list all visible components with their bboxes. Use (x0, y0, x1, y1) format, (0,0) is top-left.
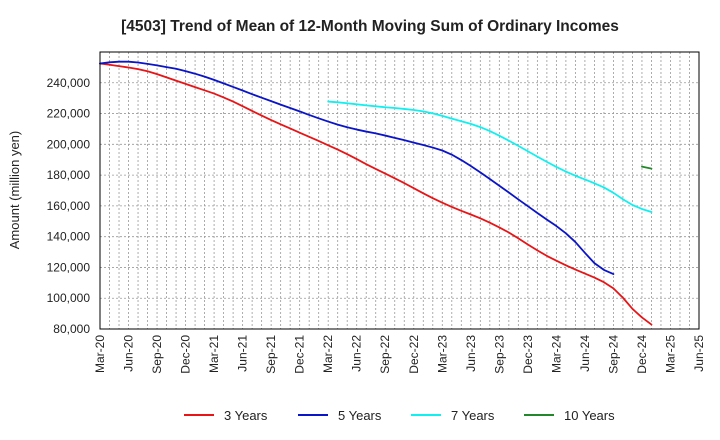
x-tick-label: Mar-22 (321, 335, 335, 373)
x-tick-label: Sep-23 (492, 335, 506, 374)
y-axis-title: Amount (million yen) (7, 131, 22, 250)
x-tick-label: Dec-22 (407, 335, 421, 374)
legend-label: 7 Years (451, 408, 495, 423)
x-tick-label: Dec-21 (293, 335, 307, 374)
y-tick-labels: 80,000 100,000 120,000 140,000 160,000 180,00… (47, 76, 91, 336)
y-tick-label: 140,000 (47, 230, 91, 244)
y-tick-label: 120,000 (47, 260, 91, 274)
x-tick-label: Dec-24 (635, 335, 649, 374)
x-tick-label: Jun-20 (122, 335, 136, 372)
x-tick-label: Mar-23 (435, 335, 449, 373)
x-tick-label: Mar-20 (93, 335, 107, 373)
x-tick-label: Jun-24 (578, 335, 592, 372)
x-tick-label: Sep-24 (606, 335, 620, 374)
x-tick-label: Dec-20 (179, 335, 193, 374)
y-tick-label: 200,000 (47, 137, 91, 151)
x-tick-label: Dec-23 (521, 335, 535, 374)
y-tick-label: 160,000 (47, 199, 91, 213)
y-tick-label: 180,000 (47, 168, 91, 182)
x-tick-label: Jun-23 (464, 335, 478, 372)
legend-label: 10 Years (564, 408, 615, 423)
legend: 3 Years 5 Years 7 Years 10 Years (184, 408, 615, 423)
x-tick-label: Mar-25 (663, 335, 677, 373)
series-line-3-years (99, 62, 653, 326)
x-tick-label: Jun-21 (236, 335, 250, 372)
x-tick-label: Sep-20 (150, 335, 164, 374)
legend-label: 3 Years (224, 408, 268, 423)
y-tick-label: 100,000 (47, 291, 91, 305)
series-lines (99, 60, 653, 326)
x-tick-label: Jun-25 (692, 335, 706, 372)
y-tick-label: 240,000 (47, 76, 91, 90)
x-tick-labels: Mar-20 Jun-20 Sep-20 Dec-20 Mar-21 Jun-21 Sep-… (93, 335, 706, 374)
series-line-10-years (641, 165, 653, 170)
y-tick-label: 80,000 (53, 322, 90, 336)
series-line-5-years (99, 60, 615, 275)
y-tick-label: 220,000 (47, 107, 91, 121)
x-tick-label: Sep-21 (264, 335, 278, 374)
chart-title: [4503] Trend of Mean of 12-Month Moving … (121, 18, 619, 35)
series-line-7-years (327, 100, 653, 213)
plot-area (99, 51, 700, 330)
legend-label: 5 Years (338, 408, 382, 423)
x-tick-label: Mar-21 (207, 335, 221, 373)
x-tick-label: Jun-22 (350, 335, 364, 372)
x-tick-label: Mar-24 (549, 335, 563, 373)
x-tick-label: Sep-22 (378, 335, 392, 374)
